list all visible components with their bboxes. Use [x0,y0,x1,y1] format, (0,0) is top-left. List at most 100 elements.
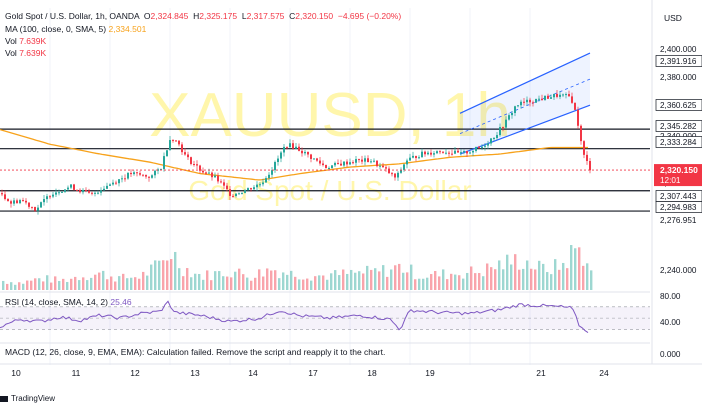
volume-bar [234,271,237,290]
candle-body [55,192,57,195]
volume-bar [514,254,517,290]
volume-bar [266,268,269,290]
candle-body [364,158,366,162]
volume-bar [54,276,57,290]
vol-label[interactable]: Vol [5,36,17,46]
candle-body [79,189,81,193]
volume-bar [490,267,493,290]
candle-body [541,98,543,100]
volume-bar [358,271,361,290]
candle-body [343,161,345,166]
price-level-text: 2,333.284 [660,138,697,147]
candle-body [568,94,570,97]
watermark: XAUUSD, 1h Gold Spot / U.S. Dollar [149,81,511,206]
price-level-box [655,99,702,111]
candle-body [301,150,303,154]
price-axis[interactable]: USD2,400.0002,380.0002,340.0002,309.1052… [651,0,702,364]
candle-body [58,192,60,194]
rsi-label[interactable]: RSI (14, close, SMA, 14, 2) [5,297,108,307]
candle-body [331,165,333,168]
candle-body [148,176,150,178]
candle-body [181,144,183,153]
candle-body [169,140,171,151]
candle-body [73,184,75,190]
candle-body [46,196,48,200]
candle-body [280,152,282,159]
candle-body [187,154,189,158]
candle-body [439,151,441,153]
price-level-box [655,55,702,67]
candle-body [463,151,465,153]
candle-body [571,96,573,103]
countdown-text: 12:01 [660,176,681,185]
candle-body [445,152,447,154]
volume-bar [346,273,349,290]
open-value: 2,324.845 [150,11,189,21]
volume-bar [390,269,393,290]
ma-label[interactable]: MA (100, close, 0, SMA, 5) [5,24,107,34]
candle-body [43,199,45,203]
close-label: C [289,11,296,21]
volume-bar [430,274,433,290]
candle-body [112,182,114,185]
volume-bar [26,280,29,290]
candle-body [370,161,372,163]
volume-bar [130,277,133,290]
candle-body [391,173,393,175]
candle-body [220,181,222,183]
candle-body [373,160,375,162]
volume-bar [82,277,85,290]
tradingview-logo[interactable]: TradingView [0,394,55,403]
price-tick: 2,380.000 [660,73,697,82]
candle-body [547,95,549,99]
volume-bar [510,264,513,290]
volume-bar [254,277,257,290]
candle-body [484,145,486,147]
vol-value-2: 7.639K [19,48,47,58]
volume-bar [570,245,573,290]
volume-bar [230,277,233,290]
candle-body [286,146,288,148]
volume-bar [226,276,229,290]
candle-body [193,164,195,166]
candle-body [514,106,516,114]
time-axis[interactable]: 10 11 12 13 14 17 18 19 21 24 [11,368,609,378]
volume-bar [474,273,477,290]
candle-body [7,199,9,202]
candle-body [241,192,243,194]
volume-bar [270,270,273,290]
candle-body [166,150,168,157]
volume-bar [450,273,453,290]
candle-body [31,206,33,208]
volume-bar [374,268,377,290]
vol-info-row-1: Vol 7.639K [5,36,46,47]
candle-body [256,184,258,188]
macd-label[interactable]: MACD (12, 26, close, 9, EMA, EMA): Calcu… [5,347,386,357]
time-tick: 14 [248,368,258,378]
candle-body [520,101,522,106]
volume-bar [458,275,461,290]
candle-body [4,194,6,200]
volume-bar [34,278,37,290]
volume-bar [518,269,521,290]
volume-bar [114,281,117,290]
symbol-title[interactable]: Gold Spot / U.S. Dollar, 1h, OANDA [5,11,140,21]
volume-bar [178,268,181,290]
volume-bar [398,263,401,290]
watermark-symbol: XAUUSD, 1h [149,81,511,150]
vol-label-2[interactable]: Vol [5,48,17,58]
candle-body [139,173,141,175]
candle-body [178,140,180,145]
volume-bar [314,276,317,290]
time-tick: 10 [11,368,21,378]
candle-body [436,151,438,154]
volume-bar [542,263,545,290]
volume-bar [438,276,441,290]
candle-body [295,146,297,149]
candle-body [106,185,108,189]
volume-bar [274,270,277,290]
price-level-label: 2,360.625 [655,99,702,111]
candle-body [577,109,579,126]
candle-body [403,164,405,170]
